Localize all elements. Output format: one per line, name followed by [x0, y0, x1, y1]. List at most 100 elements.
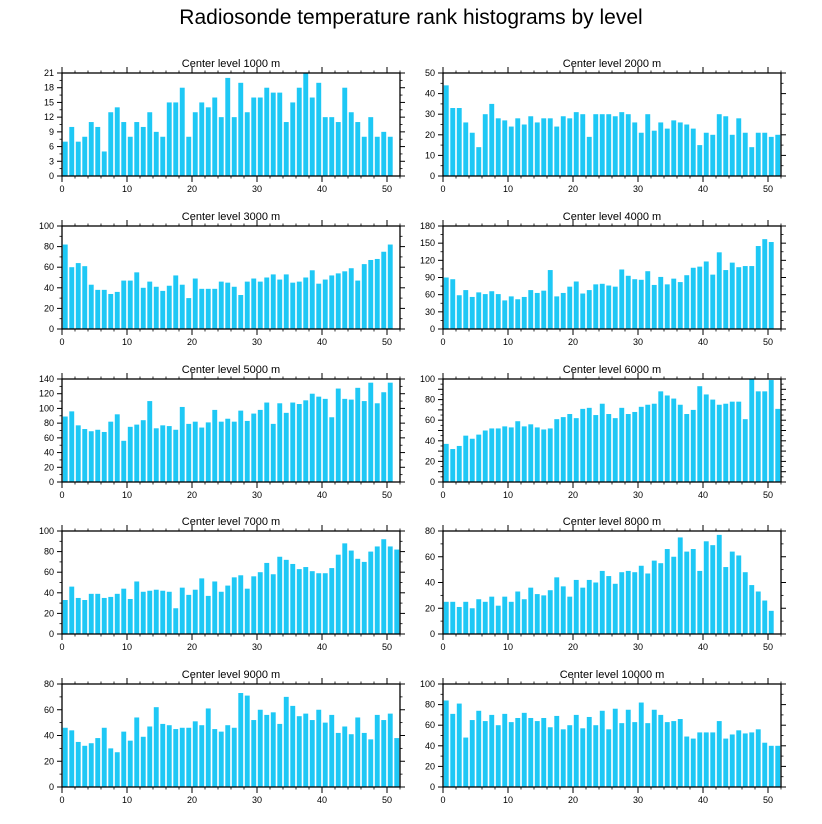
y-tick-label: 0: [49, 477, 54, 487]
histogram-bar: [729, 401, 735, 482]
histogram-bar: [534, 122, 540, 176]
histogram-bar: [521, 712, 527, 787]
x-tick-label: 10: [122, 490, 132, 500]
histogram-bar: [140, 126, 146, 176]
histogram-bar: [645, 404, 651, 482]
histogram-bar: [586, 579, 592, 634]
histogram-bar: [768, 380, 774, 482]
histogram-bar: [238, 295, 244, 329]
histogram-bar: [355, 280, 361, 329]
histogram-bar: [95, 593, 101, 634]
y-tick-label: 90: [425, 273, 435, 283]
x-tick-label: 50: [763, 795, 773, 805]
histogram-bar: [690, 549, 696, 634]
histogram-bar: [671, 556, 677, 634]
histogram-bar: [329, 714, 335, 787]
histogram-bar: [567, 414, 573, 482]
histogram-bar: [212, 729, 218, 787]
y-tick-label: 60: [425, 720, 435, 730]
histogram-bar: [508, 296, 514, 329]
histogram-bar: [450, 279, 456, 329]
histogram-bar: [218, 421, 224, 482]
x-tick-label: 0: [59, 490, 64, 500]
histogram-bar: [309, 270, 315, 329]
histogram-bar: [160, 290, 166, 329]
x-tick-label: 20: [187, 184, 197, 194]
histogram-bar: [361, 732, 367, 787]
x-tick-label: 10: [122, 795, 132, 805]
histogram-bar: [489, 103, 495, 176]
histogram-bar: [244, 695, 250, 787]
histogram-bar: [179, 727, 185, 787]
histogram-bar: [658, 391, 664, 482]
histogram-bar: [361, 401, 367, 482]
histogram-bar: [632, 411, 638, 482]
x-tick-label: 20: [568, 642, 578, 652]
x-tick-label: 10: [122, 337, 132, 347]
histogram-bar: [127, 426, 133, 482]
histogram-bar: [147, 401, 153, 482]
histogram-bar: [296, 404, 302, 482]
histogram-bar: [283, 412, 289, 482]
histogram-bar: [671, 278, 677, 329]
histogram-bar: [567, 596, 573, 634]
histogram-bar: [554, 419, 560, 482]
histogram-bar: [723, 116, 729, 176]
histogram-bar: [736, 118, 742, 176]
histogram-bar: [355, 717, 361, 787]
histogram-bar: [290, 705, 296, 787]
x-tick-label: 50: [382, 337, 392, 347]
histogram-bar: [342, 726, 348, 787]
histogram-bar: [749, 379, 755, 482]
histogram-bar: [147, 726, 153, 787]
histogram-bar: [573, 579, 579, 634]
x-tick-label: 20: [187, 642, 197, 652]
histogram-bar: [244, 112, 250, 176]
histogram-bar: [277, 403, 283, 482]
y-tick-label: 0: [430, 782, 435, 792]
y-tick-label: 6: [49, 142, 54, 152]
histogram-bar: [322, 117, 328, 176]
histogram-bar: [671, 120, 677, 176]
y-tick-label: 60: [425, 290, 435, 300]
histogram-bar: [283, 696, 289, 787]
histogram-bar: [218, 591, 224, 634]
histogram-bar: [69, 586, 75, 634]
histogram-bar: [82, 266, 88, 329]
histogram-bar: [309, 393, 315, 482]
histogram-bar: [335, 388, 341, 482]
histogram-bar: [482, 294, 488, 329]
x-tick-label: 10: [122, 642, 132, 652]
histogram-bar: [127, 598, 133, 634]
histogram-bar: [541, 717, 547, 787]
histogram-bar: [729, 551, 735, 634]
histogram-bar: [186, 423, 192, 482]
histogram-bar: [528, 116, 534, 176]
histogram-bar: [489, 428, 495, 482]
histogram-bar: [508, 722, 514, 787]
histogram-bar: [394, 738, 400, 787]
x-tick-label: 40: [317, 795, 327, 805]
histogram-bar: [69, 730, 75, 787]
histogram-bar: [495, 294, 501, 329]
x-tick-label: 20: [187, 337, 197, 347]
y-tick-label: 40: [44, 448, 54, 458]
histogram-bar: [192, 589, 198, 634]
histogram-bar: [270, 92, 276, 176]
histogram-bar: [264, 87, 270, 176]
histogram-bar: [173, 275, 179, 329]
histogram-bar: [316, 283, 322, 329]
histogram-bar: [502, 713, 508, 787]
histogram-bar: [586, 290, 592, 329]
x-tick-label: 30: [633, 337, 643, 347]
histogram-bar: [387, 713, 393, 787]
histogram-bar: [69, 267, 75, 329]
histogram-bar: [374, 546, 380, 634]
x-tick-label: 10: [503, 642, 513, 652]
histogram-bar: [567, 286, 573, 329]
histogram-bar: [199, 578, 205, 634]
histogram-bar: [528, 717, 534, 787]
histogram-bar: [303, 567, 309, 634]
histogram-bar: [729, 262, 735, 329]
x-tick-label: 20: [568, 490, 578, 500]
